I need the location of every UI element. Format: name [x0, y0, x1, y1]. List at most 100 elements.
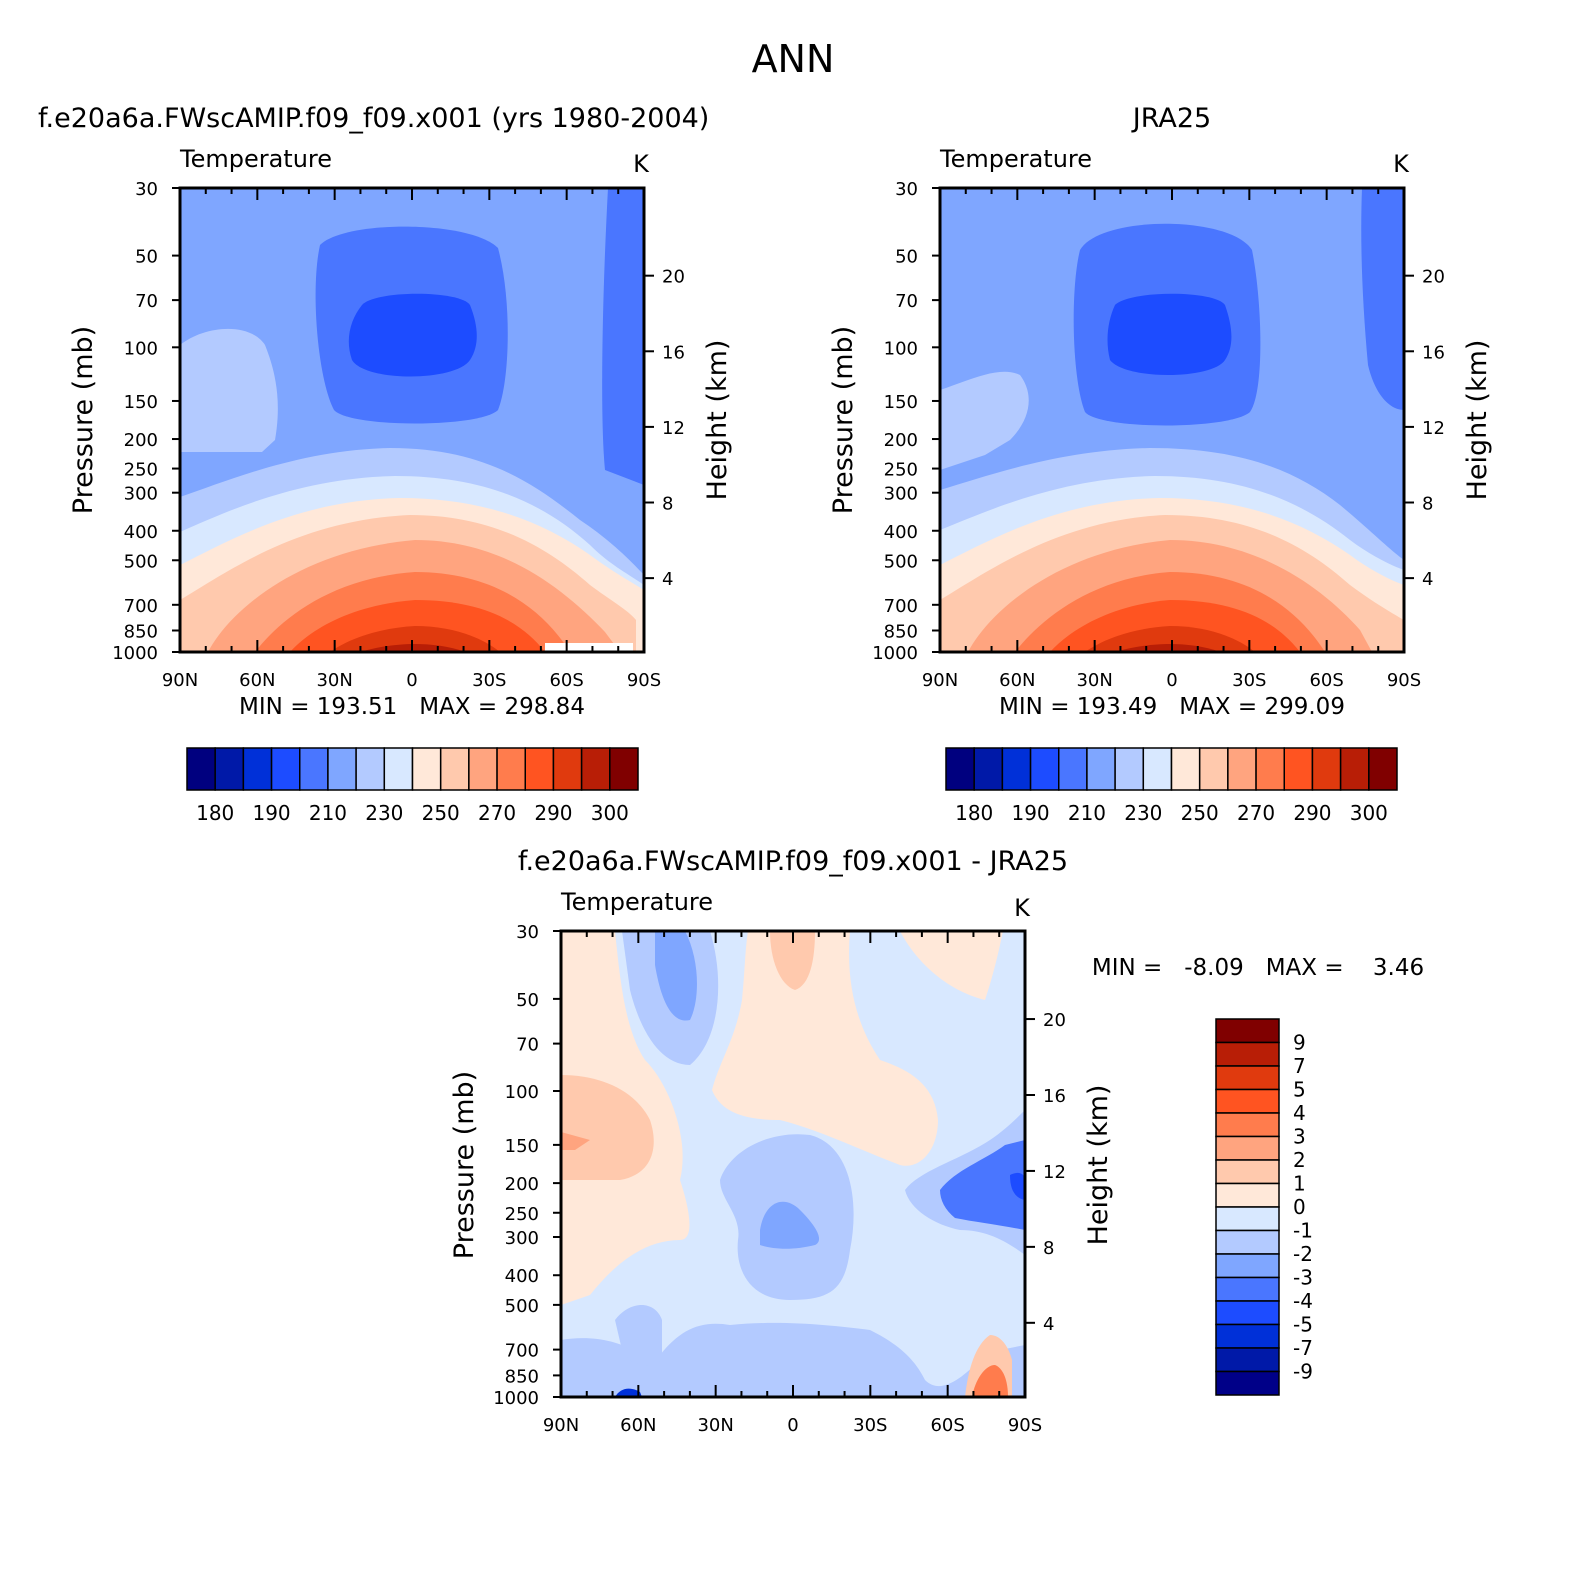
diff-band-neg3-north — [655, 931, 697, 1021]
model-stats: MIN = 193.51 MAX = 298.84 — [239, 694, 585, 720]
model-colorbar-box — [439, 747, 470, 791]
diff-colorbar-label: 0 — [1293, 1195, 1306, 1219]
diff-x-tick-label: 60S — [930, 1415, 964, 1436]
diff-colorbar-label: 1 — [1293, 1172, 1306, 1196]
diff-y-tick-label: 850 — [505, 1366, 539, 1387]
obs-x-tick-label: 0 — [1166, 670, 1177, 691]
obs-colorbar-box — [1086, 747, 1116, 791]
model-y-tick-label: 700 — [124, 596, 158, 617]
model-y2-axis-label: Height (km) — [702, 340, 733, 501]
diff-subtitle-right: K — [1014, 894, 1031, 922]
model-colorbar-label: 210 — [309, 801, 347, 825]
diff-contour-field — [561, 931, 1025, 1397]
diff-colorbar-label: 5 — [1293, 1078, 1306, 1102]
model-colorbar-label: 270 — [478, 801, 516, 825]
diff-y2-tick-label: 4 — [1043, 1314, 1054, 1335]
obs-x-tick-label: 30N — [1076, 670, 1112, 691]
obs-stats: MIN = 193.49 MAX = 299.09 — [999, 694, 1345, 720]
diff-band-pos1-upper — [770, 931, 815, 990]
model-colorbar-label: 180 — [196, 801, 234, 825]
diff-colorbar-box — [1215, 1182, 1280, 1208]
diff-band-pos2-north — [561, 1132, 590, 1150]
diff-y-tick-label: 700 — [505, 1341, 539, 1362]
model-min-label: MIN — [239, 694, 283, 720]
obs-max-value: 299.09 — [1264, 694, 1344, 720]
diff-colorbar-label: 3 — [1293, 1125, 1306, 1149]
model-x-tick-label: 30N — [316, 670, 352, 691]
obs-colorbar-box — [1227, 747, 1257, 791]
obs-y-tick-label: 400 — [884, 522, 918, 543]
model-max-label: MAX — [419, 694, 471, 720]
model-contour-field — [180, 188, 644, 652]
obs-y-tick-label: 850 — [884, 621, 918, 642]
diff-y-tick-label: 70 — [516, 1035, 539, 1056]
diff-band-neg3-tropics — [760, 1201, 820, 1249]
diff-colorbar-box — [1215, 1206, 1280, 1232]
diff-y-tick-label: 30 — [516, 922, 539, 943]
model-y2-tick-label: 8 — [662, 494, 673, 515]
model-x-tick-label: 60N — [239, 670, 275, 691]
diff-max-value: 3.46 — [1373, 955, 1424, 981]
model-band-polar-south — [602, 188, 644, 485]
model-colorbar-box — [355, 747, 386, 791]
model-colorbar-box — [186, 747, 216, 791]
obs-colorbar-label: 190 — [1011, 801, 1049, 825]
model-panel: f.e20a6a.FWscAMIP.f09_f09.x001 (yrs 1980… — [38, 103, 733, 825]
diff-colorbar-label: -5 — [1293, 1313, 1313, 1337]
obs-band-300 — [1115, 644, 1220, 652]
obs-y-tick-label: 200 — [884, 430, 918, 451]
obs-x-tick-label: 60S — [1309, 670, 1343, 691]
diff-y2-tick-label: 20 — [1043, 1010, 1066, 1031]
model-colorbar-box — [327, 747, 357, 791]
model-x-tick-label: 0 — [406, 670, 417, 691]
diff-band-pos0-upper — [745, 931, 1003, 1000]
diff-y2-tick-label: 12 — [1043, 1162, 1066, 1183]
obs-y2-tick-label: 12 — [1422, 418, 1445, 439]
model-x-tick-label: 90S — [627, 670, 661, 691]
obs-y-axis-label: Pressure (mb) — [828, 326, 859, 514]
diff-colorbar-box — [1215, 1135, 1280, 1161]
diff-panel-title: f.e20a6a.FWscAMIP.f09_f09.x001 - JRA25 — [518, 846, 1068, 877]
diff-colorbar-label: -2 — [1293, 1242, 1313, 1266]
model-y-tick-label: 250 — [124, 460, 158, 481]
model-band-295 — [330, 626, 500, 652]
model-x-tick-label: 90N — [162, 670, 198, 691]
model-colorbar-box — [383, 747, 414, 791]
diff-x-tick-label: 30N — [697, 1415, 733, 1436]
diff-band-pos0-tropics — [712, 931, 938, 1166]
obs-colorbar-label: 210 — [1068, 801, 1106, 825]
model-panel-title: f.e20a6a.FWscAMIP.f09_f09.x001 (yrs 1980… — [38, 103, 709, 134]
obs-y-tick-label: 300 — [884, 484, 918, 505]
diff-y-tick-label: 500 — [505, 1296, 539, 1317]
obs-y2-tick-label: 4 — [1422, 569, 1433, 590]
diff-band-pos1-north — [561, 1075, 654, 1180]
model-y-tick-label: 500 — [124, 551, 158, 572]
diff-colorbar-label: 4 — [1293, 1101, 1306, 1125]
obs-y2-tick-label: 20 — [1422, 267, 1445, 288]
obs-colorbar-box — [973, 747, 1004, 791]
obs-subtitle-left: Temperature — [939, 145, 1092, 173]
obs-colorbar-box — [945, 747, 975, 791]
model-colorbar-box — [242, 747, 273, 791]
obs-colorbar-label: 300 — [1350, 801, 1388, 825]
obs-colorbar-box — [1198, 747, 1229, 791]
model-colorbar-box — [411, 747, 442, 791]
obs-colorbar-box — [1368, 747, 1398, 791]
obs-colorbar-label: 250 — [1181, 801, 1219, 825]
diff-band-pos3-south-surface — [972, 1365, 1008, 1397]
model-colorbar-box — [580, 747, 611, 791]
model-y2-tick-label: 16 — [662, 342, 685, 363]
model-y-tick-label: 400 — [124, 522, 158, 543]
model-missing-data-patch — [545, 643, 633, 652]
model-axes: 305070100150200250300400500700850100090N… — [112, 179, 685, 691]
model-y-tick-label: 850 — [124, 621, 158, 642]
diff-colorbar-label: -1 — [1293, 1219, 1313, 1243]
diff-colorbar-box — [1215, 1229, 1280, 1255]
obs-colorbar-label: 180 — [955, 801, 993, 825]
model-band-polar-north — [180, 328, 278, 452]
model-band-290 — [290, 600, 545, 652]
model-colorbar-label: 190 — [252, 801, 290, 825]
model-y-tick-label: 150 — [124, 392, 158, 413]
obs-min-label: MIN — [999, 694, 1043, 720]
